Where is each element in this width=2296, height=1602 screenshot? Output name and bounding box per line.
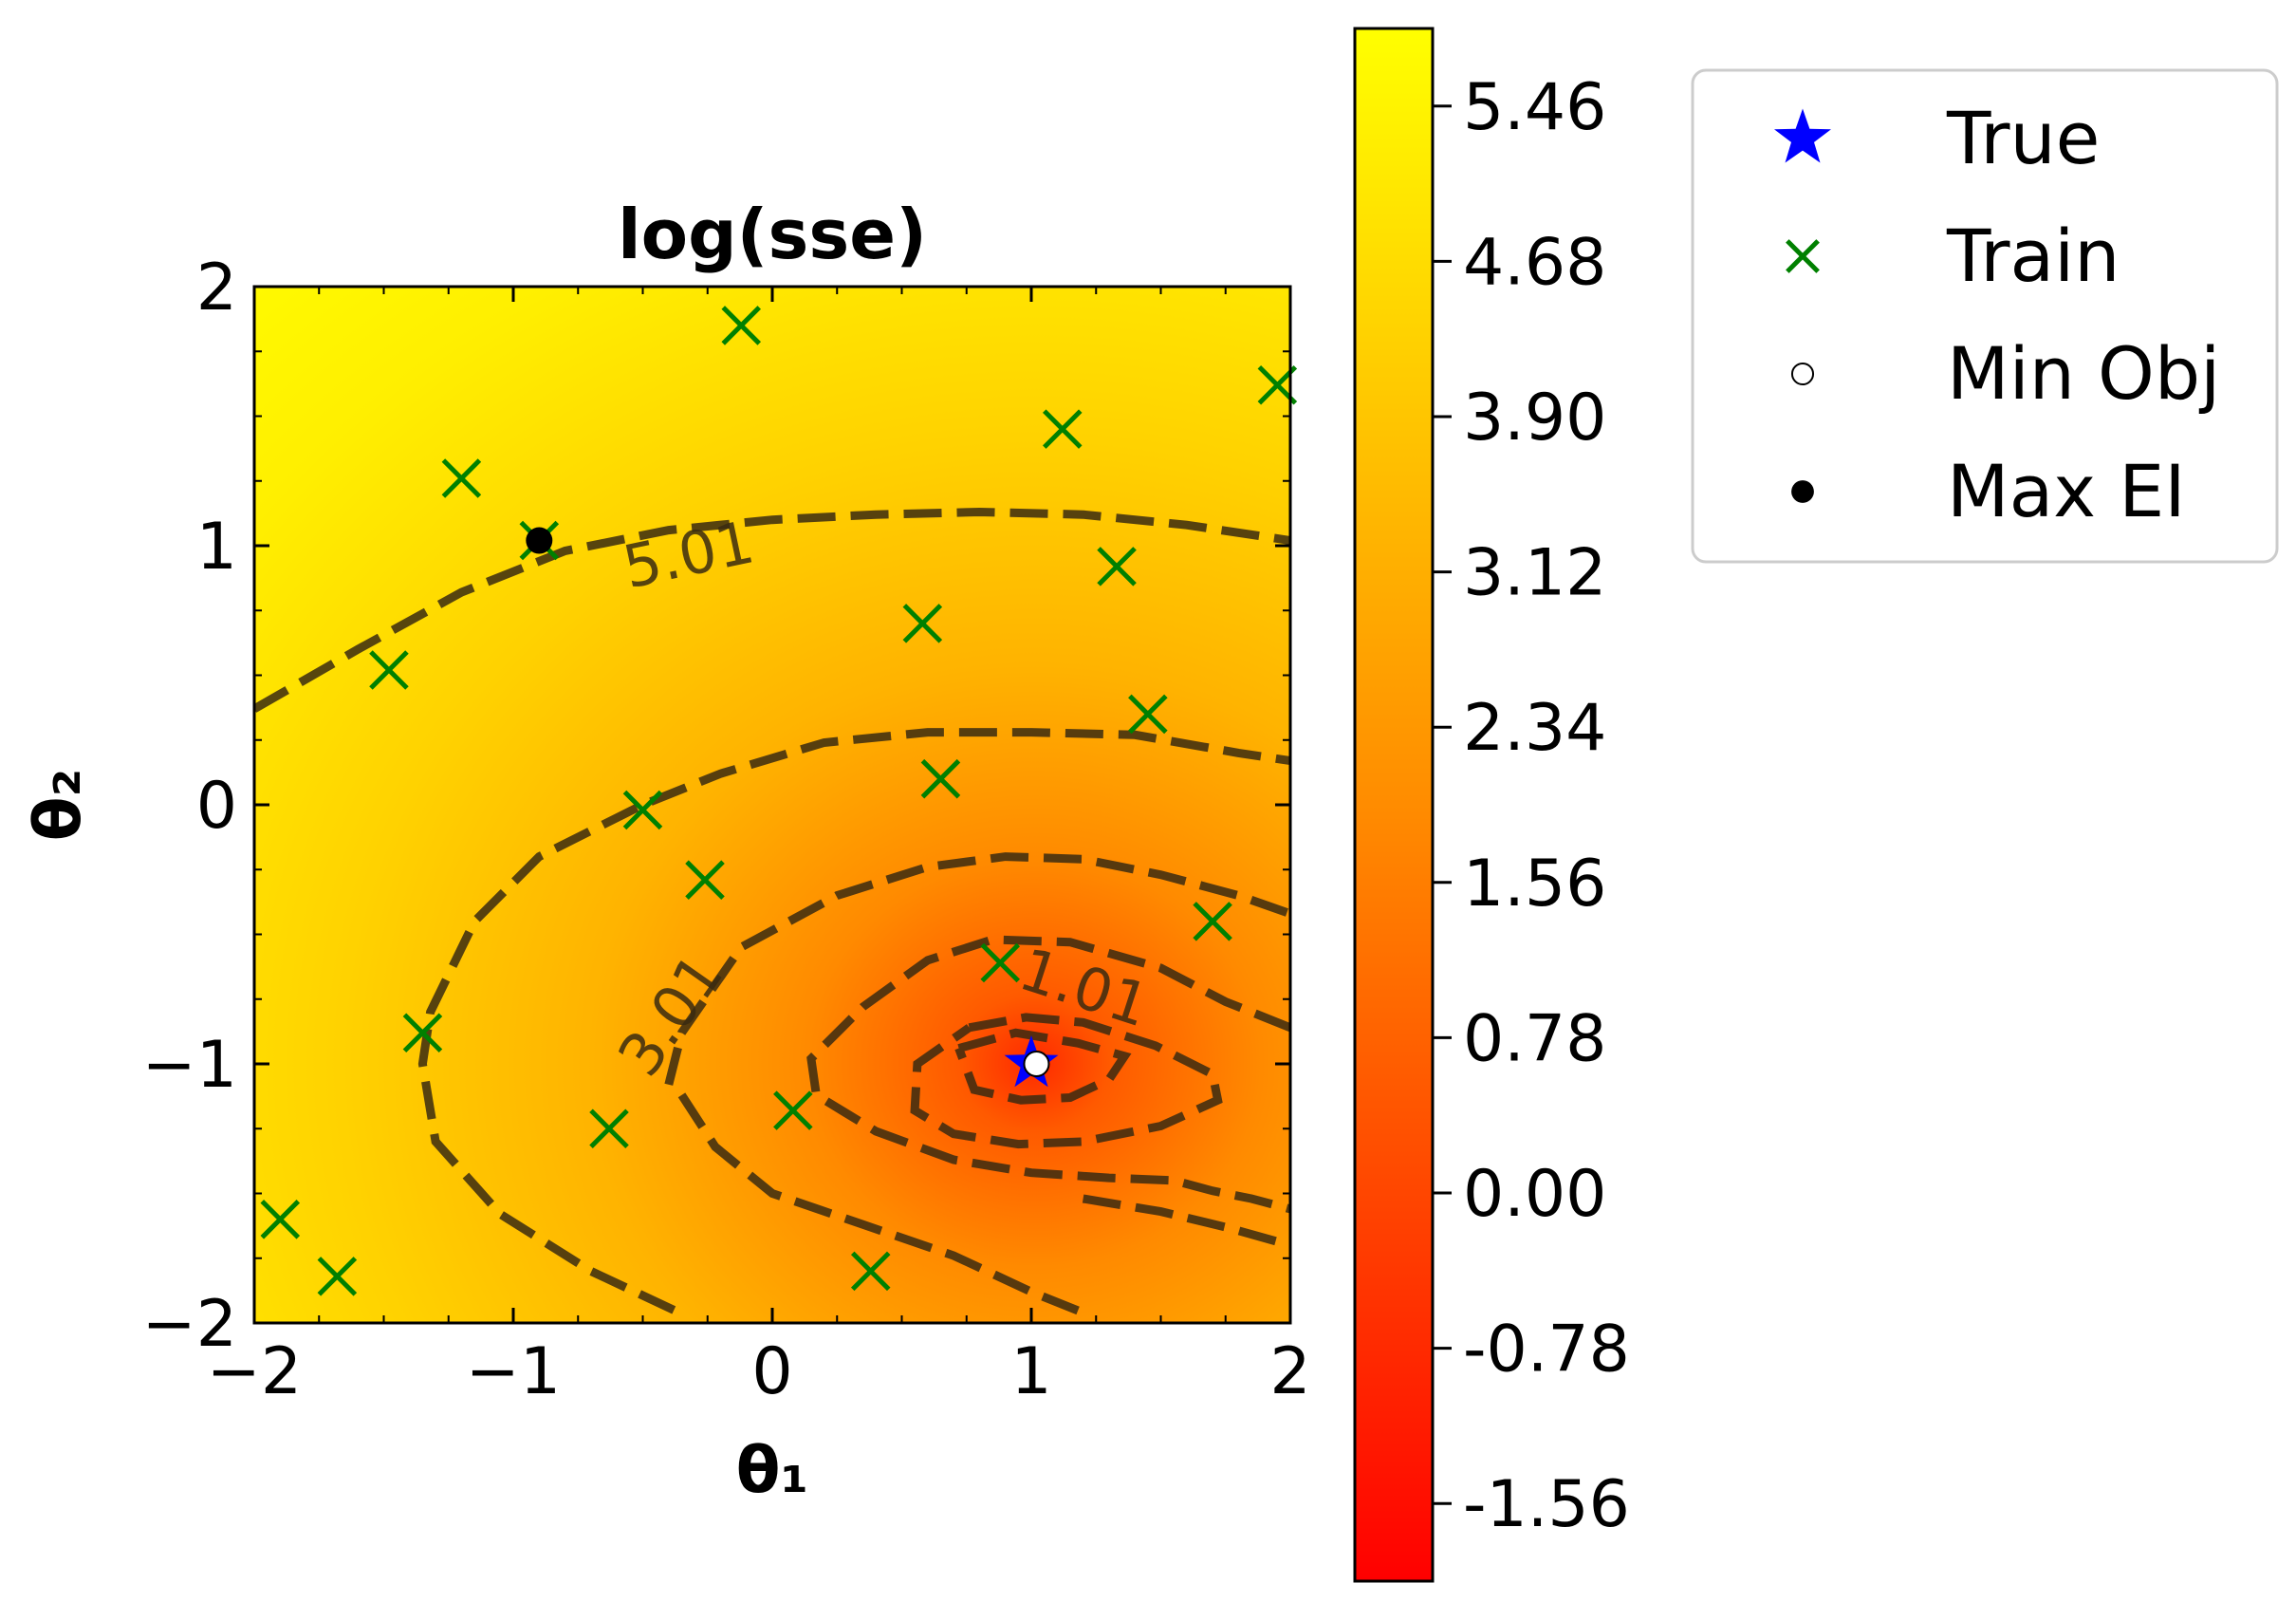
train-point bbox=[441, 458, 482, 498]
x-axis-title: θ₁ bbox=[736, 1433, 809, 1508]
contour-line bbox=[417, 728, 1290, 1314]
legend-marker-max-ei bbox=[1791, 480, 1814, 503]
colorbar-tick-label: 3.90 bbox=[1463, 381, 1606, 456]
legend-label-min-obj: Min Obj bbox=[1947, 331, 2220, 416]
heatmap-surface bbox=[254, 287, 1290, 1323]
train-point bbox=[402, 1013, 443, 1053]
x-tick-label: 2 bbox=[1269, 1334, 1310, 1409]
train-point bbox=[685, 860, 725, 900]
contour-line bbox=[254, 507, 1290, 713]
colorbar-gradient bbox=[1353, 27, 1435, 1583]
train-point bbox=[1097, 547, 1137, 587]
scatter-markers bbox=[260, 306, 1298, 1296]
legend-label-true: True bbox=[1946, 96, 2100, 180]
contour-line bbox=[806, 935, 1290, 1214]
train-point bbox=[1042, 409, 1083, 449]
colorbar-tick-label: -0.78 bbox=[1463, 1313, 1630, 1388]
legend-label-train: Train bbox=[1946, 214, 2120, 298]
train-point bbox=[773, 1090, 813, 1130]
x-tick-label: 0 bbox=[751, 1334, 792, 1409]
train-point bbox=[317, 1257, 358, 1296]
legend-box bbox=[1691, 68, 2279, 564]
train-point bbox=[920, 758, 961, 799]
min-obj-point bbox=[1023, 1051, 1050, 1077]
contour-line bbox=[910, 1013, 1223, 1149]
train-point bbox=[369, 650, 409, 690]
x-tick-label: −1 bbox=[466, 1334, 561, 1409]
legend-marker-min-obj bbox=[1790, 362, 1815, 386]
max-ei-point bbox=[526, 527, 553, 554]
colorbar-tick-label: -1.56 bbox=[1463, 1467, 1630, 1542]
train-point bbox=[1193, 902, 1232, 941]
train-point bbox=[980, 942, 1021, 983]
contour-line bbox=[677, 1092, 1085, 1317]
train-point bbox=[902, 604, 943, 643]
colorbar-tick-label: 0.78 bbox=[1463, 1001, 1606, 1076]
y-axis-title: θ₂ bbox=[21, 769, 96, 842]
train-point bbox=[721, 306, 762, 345]
legend: True Train Min Obj Max EI bbox=[1691, 68, 2279, 564]
legend-items: True Train Min Obj Max EI bbox=[1774, 96, 2220, 533]
y-tick-label: −2 bbox=[142, 1287, 237, 1362]
colorbar-tick-label: 0.00 bbox=[1463, 1157, 1606, 1232]
contour-line bbox=[664, 852, 1290, 1086]
colorbar-tick-label: 5.46 bbox=[1463, 70, 1606, 145]
colorbar-ticks: 5.46 4.68 3.90 3.12 2.34 1.56 0.78 0.00 -0.78 -1.… bbox=[1433, 70, 1630, 1542]
y-tick-label: 1 bbox=[196, 510, 237, 585]
contour-line bbox=[1082, 1194, 1290, 1250]
chart-title: log(sse) bbox=[618, 195, 927, 274]
train-point bbox=[1128, 694, 1168, 735]
legend-marker-true bbox=[1774, 108, 1831, 163]
y-tick-label: −1 bbox=[142, 1028, 237, 1103]
legend-marker-train bbox=[1786, 239, 1820, 273]
legend-label-max-ei: Max EI bbox=[1947, 449, 2186, 533]
train-point bbox=[850, 1251, 891, 1292]
axis-ticks: −2 −1 0 1 2 −2 −1 0 1 2 bbox=[142, 251, 1311, 1409]
x-tick-label: 1 bbox=[1010, 1334, 1051, 1409]
colorbar-tick-label: 2.34 bbox=[1463, 691, 1606, 766]
train-point bbox=[260, 1200, 301, 1239]
train-point bbox=[622, 790, 663, 830]
y-tick-label: 2 bbox=[196, 251, 237, 326]
train-point bbox=[589, 1108, 629, 1149]
y-tick-label: 0 bbox=[196, 769, 237, 844]
colorbar-tick-label: 4.68 bbox=[1463, 225, 1606, 300]
contour-line bbox=[954, 1028, 1132, 1105]
colorbar-tick-label: 1.56 bbox=[1463, 847, 1606, 922]
colorbar: 5.46 4.68 3.90 3.12 2.34 1.56 0.78 0.00 -0.78 -1.… bbox=[1353, 27, 1630, 1583]
contour-lines bbox=[254, 507, 1290, 1317]
colorbar-tick-label: 3.12 bbox=[1463, 536, 1606, 611]
x-tick-label: −2 bbox=[207, 1334, 302, 1409]
